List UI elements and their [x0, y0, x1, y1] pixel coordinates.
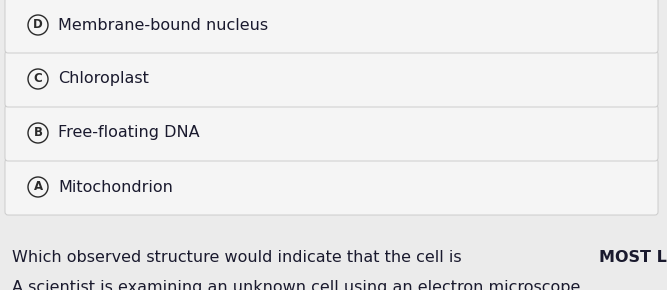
FancyBboxPatch shape [5, 159, 658, 215]
Text: Membrane-bound nucleus: Membrane-bound nucleus [58, 17, 268, 32]
Text: Mitochondrion: Mitochondrion [58, 180, 173, 195]
Text: Chloroplast: Chloroplast [58, 72, 149, 86]
Text: Free-floating DNA: Free-floating DNA [58, 126, 199, 140]
FancyBboxPatch shape [5, 105, 658, 161]
Text: B: B [33, 126, 43, 139]
FancyBboxPatch shape [5, 0, 658, 53]
Text: A scientist is examining an unknown cell using an electron microscope.: A scientist is examining an unknown cell… [12, 280, 586, 290]
Text: D: D [33, 19, 43, 32]
FancyBboxPatch shape [5, 51, 658, 107]
Text: MOST LIKELY: MOST LIKELY [599, 250, 667, 265]
Text: A: A [33, 180, 43, 193]
Text: C: C [33, 72, 43, 86]
Text: Which observed structure would indicate that the cell is: Which observed structure would indicate … [12, 250, 467, 265]
